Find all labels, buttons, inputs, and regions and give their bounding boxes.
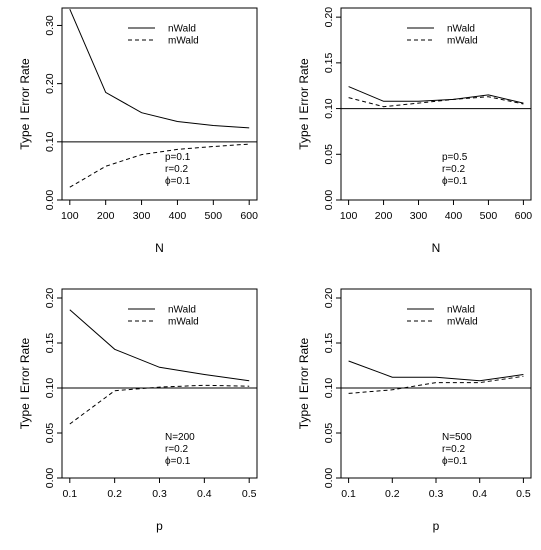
plot-frame [61,288,258,479]
x-axis-title: N [155,241,164,255]
x-tick-label: 200 [97,210,115,222]
y-tick-label: 0.05 [44,423,56,444]
y-tick-label: 0.00 [323,468,335,489]
x-axis-title: p [156,519,163,533]
y-tick-label: 0.00 [44,468,56,489]
y-tick-label: 0.05 [323,144,335,165]
x-tick-label: 0.3 [429,488,444,500]
series-line-mwald [348,375,524,394]
y-tick-label: 0.15 [44,333,56,354]
series-line-mwald [69,143,250,188]
y-tick-label: 0.20 [323,7,335,28]
y-tick-label: 0.15 [323,333,335,354]
y-tick-label: 0.20 [323,288,335,309]
series-line-nwald [348,86,524,104]
annotation-text: ϕ=0.1 [165,456,191,467]
legend-label-nwald: nWald [447,305,475,316]
series-line-mwald [69,384,250,425]
y-tick-label: 0.30 [44,15,56,36]
y-tick-label: 0.20 [44,73,56,94]
y-axis-title: Type I Error Rate [18,58,32,150]
annotation-text: r=0.2 [442,164,466,175]
series-line-nwald [69,9,250,129]
x-axis-title: p [433,519,440,533]
series-line-mwald [348,96,524,108]
x-tick-label: 0.4 [472,488,487,500]
y-tick-label: 0.05 [323,423,335,444]
legend-label-nwald: nWald [168,24,196,35]
x-tick-label: 600 [515,210,533,222]
annotation-text: r=0.2 [165,164,189,175]
annotation-text: ϕ=0.1 [165,176,191,187]
x-tick-label: 500 [480,210,498,222]
y-axis-title: Type I Error Rate [297,337,311,429]
annotation-text: N=200 [165,432,195,443]
y-tick-label: 0.10 [44,131,56,152]
legend-label-nwald: nWald [168,305,196,316]
y-axis-title: Type I Error Rate [297,58,311,150]
panel-2: 100 200 300 400 500 600 0.00 0.05 0.10 0.15 0.20 N T… [297,7,532,255]
x-tick-label: 0.5 [516,488,531,500]
annotation-text: p=0.1 [165,152,191,163]
x-tick-label: 100 [340,210,358,222]
panel-4: 0.1 0.2 0.3 0.4 0.5 0.00 0.05 0.10 0.15 0.20 p Type… [297,288,532,533]
y-tick-label: 0.10 [44,378,56,399]
x-tick-label: 300 [410,210,428,222]
legend-label-nwald: nWald [447,24,475,35]
x-tick-label: 0.1 [62,488,77,500]
x-tick-label: 0.2 [107,488,122,500]
plot-frame [340,7,532,201]
y-tick-label: 0.10 [323,98,335,119]
annotation-text: N=500 [442,432,472,443]
annotation-text: ϕ=0.1 [442,456,468,467]
legend-label-mwald: mWald [168,317,199,328]
x-tick-label: 200 [375,210,393,222]
plot-frame [61,7,258,201]
y-tick-label: 0.00 [323,190,335,211]
y-axis-title: Type I Error Rate [18,337,32,429]
x-tick-label: 500 [205,210,223,222]
legend-label-mwald: mWald [447,317,478,328]
panel-3: 0.1 0.2 0.3 0.4 0.5 0.00 0.05 0.10 0.15 0.20 p Type… [18,288,258,533]
plot-frame [340,288,532,479]
panel-1: 100 200 300 400 500 600 0.00 0.10 0.20 0.30 N Type … [18,7,258,255]
x-axis-title: N [432,241,441,255]
x-tick-label: 0.1 [341,488,356,500]
annotation-text: ϕ=0.1 [442,176,468,187]
y-tick-label: 0.20 [44,288,56,309]
x-tick-label: 600 [240,210,258,222]
annotation-text: r=0.2 [165,444,189,455]
x-tick-label: 0.3 [152,488,167,500]
y-tick-label: 0.15 [323,52,335,73]
x-tick-label: 300 [133,210,151,222]
x-tick-label: 100 [61,210,79,222]
x-tick-label: 0.2 [385,488,400,500]
y-tick-label: 0.10 [323,378,335,399]
legend-label-mwald: mWald [168,36,199,47]
annotation-text: r=0.2 [442,444,466,455]
legend-label-mwald: mWald [447,36,478,47]
x-tick-label: 400 [445,210,463,222]
x-tick-label: 0.5 [242,488,257,500]
y-tick-label: 0.00 [44,190,56,211]
series-line-nwald [69,309,250,382]
series-line-nwald [348,360,524,382]
annotation-text: p=0.5 [442,152,468,163]
x-tick-label: 400 [169,210,187,222]
x-tick-label: 0.4 [197,488,212,500]
